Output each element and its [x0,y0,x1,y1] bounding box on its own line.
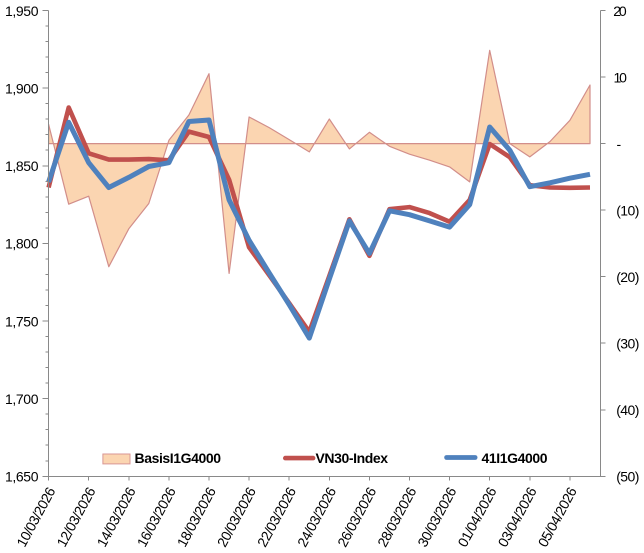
svg-text:20/03/2026: 20/03/2026 [214,484,259,549]
svg-text:1,850: 1,850 [5,158,39,174]
svg-text:03/04/2026: 03/04/2026 [494,484,539,549]
svg-text:30/03/2026: 30/03/2026 [414,484,459,549]
svg-text:28/03/2026: 28/03/2026 [374,484,419,549]
svg-text:-: - [617,136,622,152]
svg-text:10: 10 [614,69,628,85]
svg-text:10/03/2026: 10/03/2026 [13,484,58,549]
svg-text:14/03/2026: 14/03/2026 [93,484,138,549]
svg-text:(40): (40) [616,402,639,418]
svg-text:26/03/2026: 26/03/2026 [334,484,379,549]
svg-text:12/03/2026: 12/03/2026 [53,484,98,549]
svg-text:1,750: 1,750 [5,313,39,329]
svg-text:1,900: 1,900 [5,80,39,96]
svg-text:(30): (30) [616,336,639,352]
svg-text:VN30-Index: VN30-Index [316,450,389,466]
svg-text:(20): (20) [616,269,639,285]
svg-text:05/04/2026: 05/04/2026 [535,484,580,549]
svg-text:(50): (50) [616,469,639,485]
svg-text:18/03/2026: 18/03/2026 [174,484,219,549]
svg-text:20: 20 [613,3,627,19]
svg-text:1,950: 1,950 [5,3,39,19]
svg-text:1,800: 1,800 [5,236,39,252]
svg-text:16/03/2026: 16/03/2026 [134,484,179,549]
svg-text:24/03/2026: 24/03/2026 [294,484,339,549]
svg-text:BasisI1G4000: BasisI1G4000 [135,450,222,466]
svg-text:1,700: 1,700 [5,391,39,407]
svg-text:01/04/2026: 01/04/2026 [454,484,499,549]
svg-text:22/03/2026: 22/03/2026 [254,484,299,549]
svg-text:(10): (10) [616,202,639,218]
svg-text:1,650: 1,650 [5,469,39,485]
svg-text:41I1G4000: 41I1G4000 [482,450,548,466]
